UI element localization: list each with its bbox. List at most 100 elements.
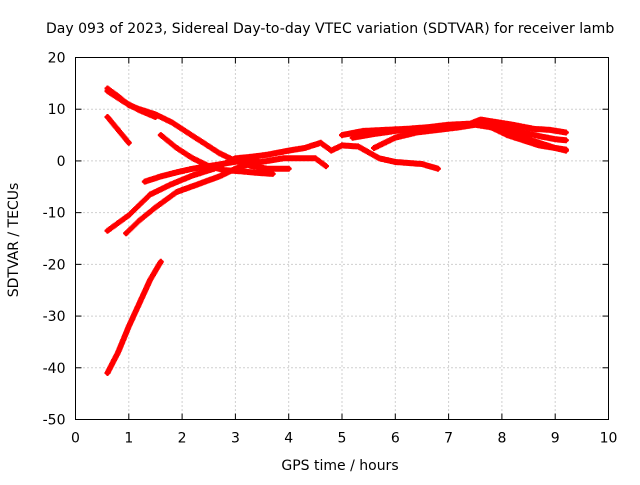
data-point xyxy=(147,277,153,283)
series-2 xyxy=(104,88,159,120)
data-point xyxy=(254,170,260,176)
data-point xyxy=(174,169,180,175)
data-point xyxy=(168,119,174,125)
data-point xyxy=(104,370,110,376)
x-tick-label: 8 xyxy=(497,431,506,447)
data-point xyxy=(286,148,292,154)
series-markers xyxy=(104,88,159,120)
data-point xyxy=(152,204,158,210)
x-tick-label: 7 xyxy=(444,431,453,447)
data-point xyxy=(563,147,569,153)
data-point xyxy=(174,145,180,151)
x-tick-label: 2 xyxy=(178,431,187,447)
data-point xyxy=(510,122,516,128)
data-point xyxy=(302,145,308,151)
data-point xyxy=(419,161,425,167)
data-point xyxy=(168,181,174,187)
y-tick-label: 20 xyxy=(48,51,66,67)
data-point xyxy=(158,259,164,265)
x-tick-label: 5 xyxy=(338,431,347,447)
data-point xyxy=(435,127,441,133)
data-point xyxy=(195,181,201,187)
data-point xyxy=(126,323,132,329)
data-point xyxy=(520,129,526,135)
data-point xyxy=(264,166,270,172)
data-point xyxy=(174,189,180,195)
data-point xyxy=(147,192,153,198)
data-point xyxy=(120,98,126,104)
data-point xyxy=(264,158,270,164)
data-point xyxy=(472,122,478,128)
data-point xyxy=(222,161,228,167)
data-point xyxy=(531,126,537,132)
series-layer xyxy=(104,85,569,376)
data-point xyxy=(350,135,356,141)
data-point xyxy=(339,132,345,138)
data-point xyxy=(190,166,196,172)
data-point xyxy=(414,129,420,135)
data-point xyxy=(104,114,110,120)
data-point xyxy=(184,129,190,135)
data-point xyxy=(494,127,500,133)
series-markers xyxy=(104,258,164,376)
data-point xyxy=(115,349,121,355)
x-tick-label: 4 xyxy=(284,431,293,447)
data-point xyxy=(206,163,212,169)
data-point xyxy=(360,128,366,134)
y-axis-ticks: -50 -40 -30 -20 -10 0 10 20 xyxy=(43,51,609,429)
data-point xyxy=(563,137,569,143)
x-tick-label: 6 xyxy=(391,431,400,447)
data-point xyxy=(339,142,345,148)
x-tick-label: 10 xyxy=(600,431,618,447)
data-point xyxy=(328,148,334,154)
y-tick-label: -20 xyxy=(43,257,66,273)
data-point xyxy=(126,140,132,146)
data-point xyxy=(536,142,542,148)
data-point xyxy=(547,127,553,133)
series-markers xyxy=(104,139,441,234)
y-axis-label: SDTVAR / TECUs xyxy=(6,183,22,298)
series-12 xyxy=(104,258,164,376)
data-point xyxy=(536,133,542,139)
data-point xyxy=(312,155,318,161)
data-point xyxy=(355,143,361,149)
data-point xyxy=(376,155,382,161)
data-point xyxy=(323,163,329,169)
y-tick-label: -10 xyxy=(43,206,66,222)
data-point xyxy=(152,114,158,120)
grid xyxy=(75,57,609,420)
y-tick-label: -30 xyxy=(43,309,66,325)
data-point xyxy=(232,166,238,172)
data-point xyxy=(190,172,196,178)
data-point xyxy=(216,150,222,156)
series-11 xyxy=(477,119,569,153)
series-3 xyxy=(104,114,132,146)
data-point xyxy=(115,127,121,133)
data-point xyxy=(158,173,164,179)
x-tick-label: 3 xyxy=(231,431,240,447)
data-point xyxy=(254,157,260,163)
data-point xyxy=(552,145,558,151)
y-tick-label: 0 xyxy=(57,154,66,170)
data-point xyxy=(552,136,558,142)
data-point xyxy=(318,140,324,146)
data-point xyxy=(371,131,377,137)
x-tick-label: 9 xyxy=(551,431,560,447)
x-tick-label: 0 xyxy=(71,431,80,447)
data-point xyxy=(104,88,110,94)
data-point xyxy=(286,166,292,172)
data-point xyxy=(136,107,142,113)
data-point xyxy=(494,119,500,125)
data-point xyxy=(104,228,110,234)
data-point xyxy=(478,119,484,125)
data-point xyxy=(264,152,270,158)
series-5 xyxy=(104,139,441,234)
x-axis-label: GPS time / hours xyxy=(281,458,398,474)
series-7 xyxy=(141,156,260,185)
data-point xyxy=(158,132,164,138)
data-point xyxy=(123,230,129,236)
data-point xyxy=(238,158,244,164)
y-tick-label: 10 xyxy=(48,102,66,118)
data-point xyxy=(190,155,196,161)
